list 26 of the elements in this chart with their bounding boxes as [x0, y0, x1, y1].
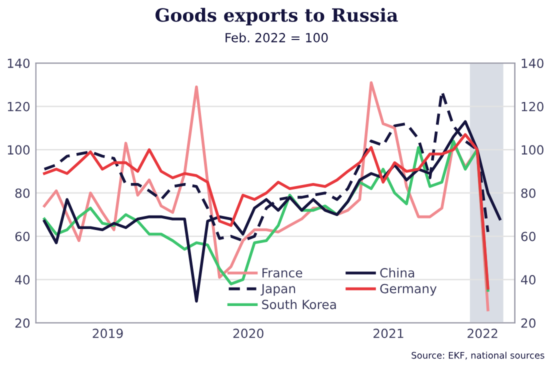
y-tick-label: 100 [8, 145, 30, 155]
x-tick-label: 2019 [92, 328, 123, 338]
x-tick-label: 2020 [233, 328, 264, 338]
y2-tick-label: 120 [522, 102, 544, 112]
y-tick-label: 140 [8, 58, 30, 68]
y-tick-label: 20 [15, 318, 30, 328]
y2-tick-label: 100 [522, 145, 544, 155]
y2-tick-label: 140 [522, 58, 544, 68]
y2-tick-label: 60 [521, 232, 536, 242]
x-tick-label: 2022 [468, 328, 498, 338]
legend-label: Japan [260, 284, 296, 296]
y2-tick-label: 40 [521, 275, 536, 285]
y-tick-label: 40 [15, 275, 30, 285]
legend-label: China [380, 268, 414, 278]
chart-title: Goods exports to Russia [156, 8, 398, 26]
y-tick-label: 80 [15, 188, 30, 198]
y-tick-label: 120 [8, 102, 30, 112]
y2-tick-label: 20 [521, 318, 536, 328]
legend-label: South Korea [262, 300, 336, 310]
source-note: Source: EKF, national sources [412, 352, 544, 360]
legend-label: France [262, 268, 302, 278]
y2-tick-label: 80 [521, 188, 536, 198]
chart-subtitle: Feb. 2022 = 100 [226, 32, 328, 42]
legend-label: Germany [380, 284, 437, 296]
y-tick-label: 60 [15, 232, 30, 242]
x-tick-label: 2021 [374, 328, 404, 338]
